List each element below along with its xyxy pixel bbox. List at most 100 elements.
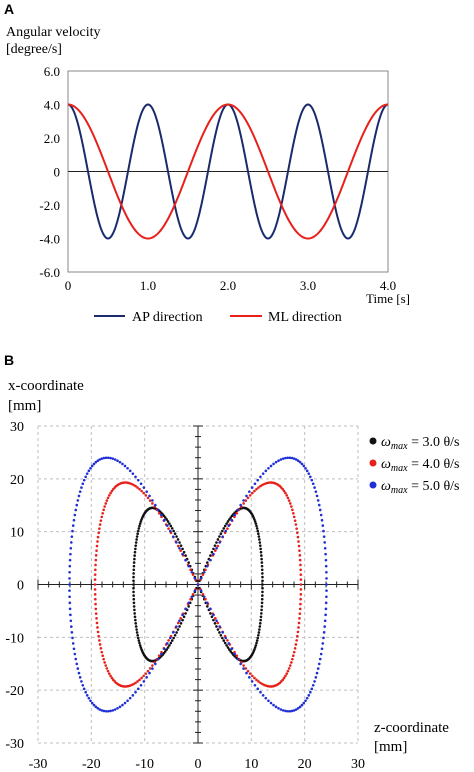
data-point	[139, 482, 143, 486]
data-point	[319, 513, 323, 517]
data-point	[251, 674, 254, 678]
data-point	[324, 613, 327, 617]
data-point	[111, 457, 115, 460]
data-point	[325, 595, 328, 599]
data-point	[321, 524, 325, 527]
data-point	[172, 529, 175, 533]
data-point	[109, 709, 112, 713]
chart-b-ytick-label: 30	[10, 420, 24, 435]
data-point	[111, 487, 115, 491]
chart-a-ytick-label: -2.0	[39, 198, 60, 213]
data-point	[260, 608, 263, 612]
data-point	[104, 709, 108, 713]
data-point	[317, 503, 321, 507]
chart-a-ytick-label: -4.0	[39, 232, 60, 247]
data-point	[292, 654, 295, 658]
data-point	[264, 469, 268, 473]
legend-marker	[369, 459, 377, 467]
data-point	[253, 520, 257, 523]
data-point	[246, 669, 250, 673]
data-point	[94, 607, 98, 611]
data-point	[68, 607, 72, 611]
data-point	[321, 642, 325, 645]
data-point	[255, 487, 258, 491]
data-point	[225, 522, 228, 525]
data-point	[98, 643, 102, 646]
data-point	[107, 672, 111, 675]
chart-a-xlabel: Time [s]	[366, 291, 410, 306]
data-point	[287, 667, 291, 670]
data-point	[212, 552, 215, 556]
data-point	[136, 486, 139, 489]
data-point	[242, 499, 245, 502]
data-point	[151, 502, 154, 505]
data-point	[204, 597, 207, 601]
data-point	[299, 568, 302, 572]
data-point	[130, 683, 133, 687]
data-point	[272, 703, 275, 707]
data-point	[313, 486, 316, 489]
data-point	[260, 597, 264, 601]
chart-b-xlabel-line1: z-coordinate	[374, 720, 449, 736]
data-point	[193, 589, 197, 592]
data-point	[68, 595, 71, 599]
data-point	[224, 529, 228, 533]
data-point	[305, 469, 309, 473]
chart-a-ytick-label: 6.0	[44, 64, 60, 79]
data-point	[144, 494, 148, 497]
data-point	[74, 657, 78, 661]
data-point	[97, 634, 100, 638]
data-point	[261, 694, 265, 697]
data-point	[144, 672, 148, 675]
data-point	[297, 621, 301, 625]
data-point	[89, 466, 92, 470]
data-point	[279, 458, 283, 461]
data-point	[212, 618, 215, 622]
data-point	[300, 462, 304, 466]
data-point	[137, 527, 141, 530]
data-point	[134, 484, 137, 488]
data-point	[137, 639, 141, 642]
data-point	[167, 639, 170, 642]
data-point	[209, 554, 212, 557]
data-point	[191, 573, 195, 576]
data-point	[96, 540, 99, 543]
data-point	[299, 597, 302, 601]
data-point	[260, 564, 264, 568]
data-point	[134, 618, 137, 622]
data-point	[325, 577, 328, 580]
data-point	[140, 518, 143, 521]
data-point	[257, 486, 260, 489]
data-point	[299, 563, 302, 567]
data-point	[285, 494, 289, 497]
data-point	[255, 639, 259, 642]
data-point	[244, 667, 248, 670]
data-point	[132, 682, 135, 686]
chart-a-legend: AP direction ML direction	[94, 310, 342, 325]
data-point	[151, 664, 154, 667]
data-point	[291, 657, 294, 661]
data-point	[323, 625, 327, 628]
data-point	[184, 558, 187, 562]
data-point	[323, 541, 327, 544]
data-point	[165, 524, 169, 527]
data-point	[131, 472, 135, 475]
data-point	[305, 696, 309, 700]
data-point	[281, 457, 285, 460]
data-point	[222, 639, 226, 642]
data-point	[98, 527, 101, 530]
data-point	[123, 701, 127, 705]
data-point	[298, 612, 302, 615]
data-point	[296, 531, 299, 535]
data-point	[72, 518, 76, 522]
data-point	[176, 628, 180, 631]
data-point	[310, 478, 314, 482]
data-point	[134, 681, 137, 685]
data-point	[290, 505, 293, 508]
data-point	[304, 699, 307, 703]
data-point	[68, 577, 71, 580]
chart-a-ytick-label: 4.0	[44, 98, 60, 113]
chart-b-ylabel-line1: x-coordinate	[8, 378, 84, 394]
series-ml-direction-line	[67, 103, 389, 240]
chart-b-ytick-label: -30	[5, 737, 24, 752]
